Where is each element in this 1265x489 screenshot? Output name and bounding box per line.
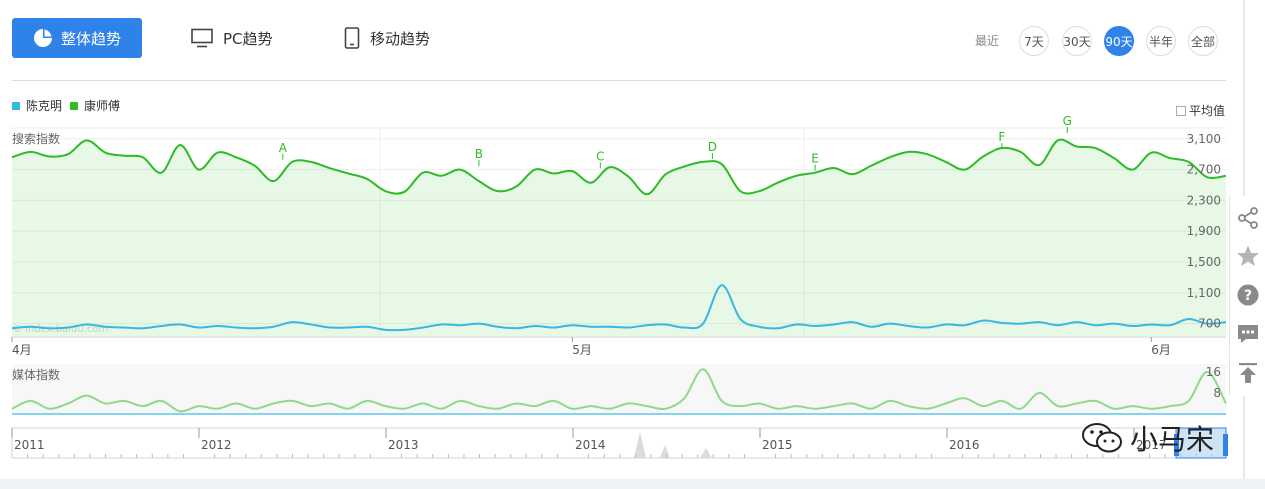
search-y-tick-label: 2,300 xyxy=(1187,193,1221,207)
wechat-icon xyxy=(1082,423,1122,453)
average-label: 平均值 xyxy=(1189,104,1226,118)
timeline-left-handle xyxy=(1174,434,1179,456)
tab-pc-trend[interactable]: PC趋势 xyxy=(191,18,273,58)
timeline-year-label: 2012 xyxy=(201,438,232,452)
annotation-label-e: E xyxy=(811,152,819,166)
media-line-kangshifu[interactable] xyxy=(11,368,1227,413)
series-line-chenkeming[interactable] xyxy=(11,284,1227,332)
legend-label-chenkeming: 陈克明 xyxy=(26,99,63,113)
timeline-track xyxy=(11,427,1227,459)
monitor-icon xyxy=(191,28,213,48)
help-icon[interactable]: ? xyxy=(1236,283,1260,307)
svg-text:?: ? xyxy=(1244,288,1252,304)
x-axis-label: 4月 xyxy=(12,343,32,357)
trend-chart: 搜索指数 © index.baidu.com 700 1,100 1,500 1,90… xyxy=(11,114,1228,459)
range-30d-button[interactable]: 30天 xyxy=(1062,26,1092,56)
timeline-navigator[interactable]: 2011 2012 2013 2014 2015 2016 2017 xyxy=(11,427,1228,459)
baidu-index-watermark: © index.baidu.com xyxy=(12,324,108,335)
search-y-tick-label: 2,700 xyxy=(1187,163,1221,177)
bottom-strip xyxy=(0,479,1265,489)
search-y-tick-label: 700 xyxy=(1198,317,1221,331)
series-area-kangshifu xyxy=(12,139,1226,336)
range-7d-button[interactable]: 7天 xyxy=(1019,26,1049,56)
annotation-label-c: C xyxy=(596,149,604,163)
brand-watermark: 小马宋 xyxy=(1080,418,1214,458)
tab-mobile-trend[interactable]: 移动趋势 xyxy=(344,18,430,58)
range-half-year-button[interactable]: 半年 xyxy=(1146,26,1176,56)
search-y-tick-label: 3,100 xyxy=(1187,132,1221,146)
timeline-year-label: 2017 xyxy=(1136,438,1167,452)
back-to-top-icon[interactable] xyxy=(1236,361,1260,385)
search-y-tick-label: 1,500 xyxy=(1187,255,1221,269)
tab-overall-trend[interactable]: 整体趋势 xyxy=(12,18,142,58)
legend-swatch-chenkeming xyxy=(12,101,20,110)
timeline-year-label: 2014 xyxy=(575,438,606,452)
x-axis-label: 5月 xyxy=(572,343,592,357)
annotation-label-d: D xyxy=(708,140,717,154)
timeline-year-label: 2013 xyxy=(388,438,419,452)
media-y-tick-label: 8 xyxy=(1213,386,1221,400)
average-checkbox[interactable] xyxy=(1176,105,1186,116)
legend-swatch-kangshifu xyxy=(70,101,79,110)
timeline-year-label: 2011 xyxy=(14,438,45,452)
x-axis: 4月 5月 6月 xyxy=(11,336,1226,357)
media-index-panel: 媒体指数 8 16 xyxy=(11,364,1227,415)
search-index-panel: 搜索指数 © index.baidu.com 700 1,100 1,500 1,90… xyxy=(11,114,1227,336)
range-90d-button[interactable]: 90天 xyxy=(1104,26,1134,56)
search-y-tick-label: 1,100 xyxy=(1187,286,1221,300)
annotation-label-g: G xyxy=(1063,114,1072,128)
star-icon[interactable] xyxy=(1236,244,1260,268)
pie-chart-icon xyxy=(33,29,52,47)
annotation-label-f: F xyxy=(998,130,1005,144)
tab-mobile-trend-label: 移动趋势 xyxy=(370,29,431,48)
search-y-axis: 700 1,100 1,500 1,900 2,300 2,700 3,100 xyxy=(1187,132,1221,331)
timeline-year-label: 2015 xyxy=(762,438,793,452)
legend-item-kangshifu[interactable]: 康师傅 xyxy=(70,97,120,114)
tab-pc-trend-label: PC趋势 xyxy=(223,29,273,48)
range-label: 最近 xyxy=(975,34,1000,48)
side-toolbar: ? xyxy=(1229,196,1265,396)
range-all-button[interactable]: 全部 xyxy=(1188,26,1218,56)
timeline-year-label: 2016 xyxy=(949,438,980,452)
average-toggle[interactable]: 平均值 xyxy=(1176,102,1225,119)
comment-icon[interactable] xyxy=(1236,322,1260,346)
mobile-icon xyxy=(344,27,360,49)
trend-tab-bar: 整体趋势 PC趋势 移动趋势 最近 7天 30天 90天 半年 全部 xyxy=(12,18,1226,81)
search-index-title: 搜索指数 xyxy=(12,131,60,146)
media-y-axis: 8 16 xyxy=(1206,365,1221,400)
share-icon[interactable] xyxy=(1236,206,1260,230)
series-line-kangshifu[interactable] xyxy=(11,138,1227,196)
search-annotations: A B C D E F G xyxy=(279,114,1072,171)
annotation-label-b: B xyxy=(475,147,483,161)
annotation-label-a: A xyxy=(279,141,288,155)
brand-watermark-text: 小马宋 xyxy=(1130,423,1215,456)
x-axis-label: 6月 xyxy=(1151,343,1171,357)
legend-label-kangshifu: 康师傅 xyxy=(84,99,121,113)
media-y-tick-label: 16 xyxy=(1206,365,1221,379)
legend-item-chenkeming[interactable]: 陈克明 xyxy=(12,97,62,114)
search-y-tick-label: 1,900 xyxy=(1187,224,1221,238)
media-index-title: 媒体指数 xyxy=(12,367,60,382)
tab-overall-trend-label: 整体趋势 xyxy=(60,29,121,48)
search-plot-background xyxy=(12,128,1226,336)
timeline-mini-series xyxy=(634,432,712,458)
chart-legend: 陈克明 康师傅 xyxy=(12,97,120,114)
timeline-right-handle xyxy=(1223,434,1228,456)
